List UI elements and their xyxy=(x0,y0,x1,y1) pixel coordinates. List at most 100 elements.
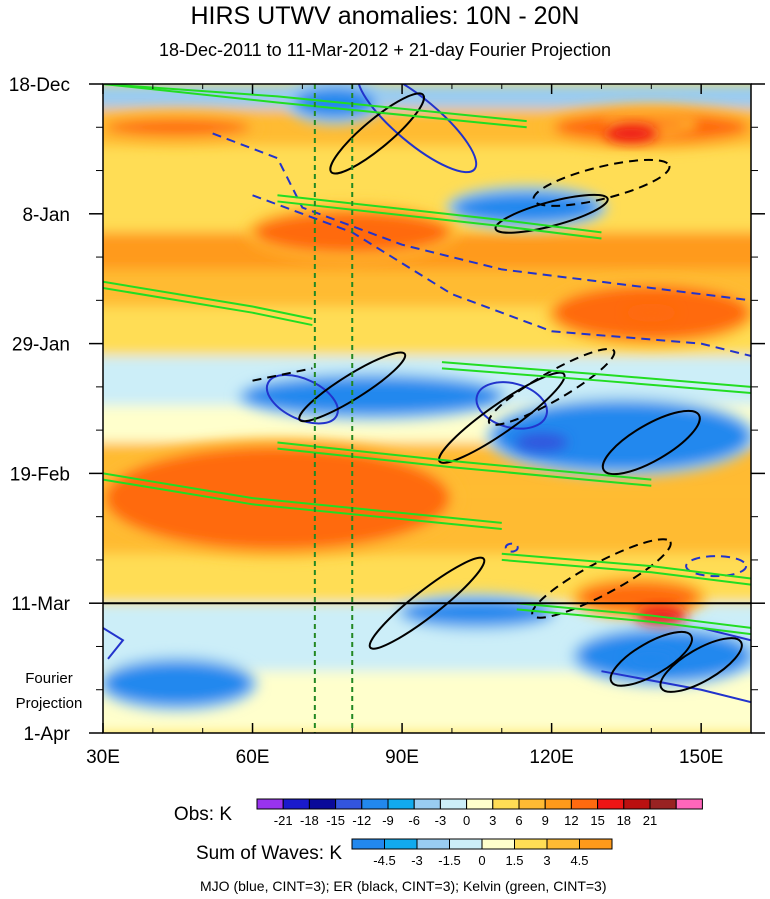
obs-colorbar-level: -21 xyxy=(274,813,293,828)
obs-colorbar-level: -3 xyxy=(435,813,447,828)
mjo-contour xyxy=(212,132,751,302)
waves-colorbar-swatch xyxy=(514,838,548,850)
obs-colorbar-level: 12 xyxy=(564,813,578,828)
y-tick-label: 19-Feb xyxy=(10,464,70,485)
kelvin-contour xyxy=(441,361,751,388)
mjo-contour xyxy=(103,627,125,660)
y-tick-label: 8-Jan xyxy=(22,205,70,226)
anomaly-core-3 xyxy=(625,649,678,668)
waves-colorbar-level: -4.5 xyxy=(373,853,395,868)
anomaly-core-1 xyxy=(635,606,688,625)
chart-title: HIRS UTWV anomalies: 10N - 20N xyxy=(190,2,580,30)
obs-colorbar-level: 9 xyxy=(542,813,549,828)
er-contour xyxy=(437,371,566,464)
er-contour xyxy=(601,409,701,476)
waves-colorbar-swatch xyxy=(384,838,418,850)
kelvin-contour xyxy=(103,286,313,327)
er-contour xyxy=(609,630,693,687)
er-contour xyxy=(252,367,313,382)
obs-colorbar-level: 18 xyxy=(617,813,631,828)
obs-colorbar-swatch xyxy=(597,798,625,810)
obs-colorbar-swatch xyxy=(623,798,651,810)
obs-colorbar-swatch xyxy=(361,798,389,810)
contour-legend: MJO (blue, CINT=3); ER (black, CINT=3); … xyxy=(200,878,607,894)
obs-colorbar-swatch xyxy=(649,798,677,810)
plot-area xyxy=(103,84,751,733)
obs-colorbar-swatch xyxy=(518,798,546,810)
anomaly-core-4 xyxy=(625,303,678,322)
x-tick-label: 150E xyxy=(679,747,723,768)
waves-colorbar-level: -1.5 xyxy=(438,853,460,868)
er-contour xyxy=(368,556,486,650)
obs-colorbar-label: Obs: K xyxy=(173,804,232,825)
obs-colorbar-swatch xyxy=(308,798,337,810)
x-tick-label: 60E xyxy=(236,747,270,768)
waves-colorbar-swatch xyxy=(449,838,483,850)
obs-colorbar-swatch xyxy=(439,798,468,810)
anomaly-pos-1 xyxy=(103,110,259,144)
kelvin-contour xyxy=(277,441,652,481)
waves-colorbar-swatch xyxy=(481,838,515,850)
er-contour xyxy=(487,347,616,426)
kelvin-contour xyxy=(516,602,751,629)
obs-colorbar-swatch xyxy=(413,798,441,810)
obs-colorbar-swatch xyxy=(544,798,572,810)
mjo-contour xyxy=(475,381,548,430)
waves-colorbar-label: Sum of Waves: K xyxy=(195,843,342,864)
waves-colorbar-level: 0 xyxy=(478,853,485,868)
projection-label-line2: Projection xyxy=(15,695,83,712)
er-contour xyxy=(532,158,671,207)
mjo-contour xyxy=(356,84,478,174)
anomaly-pos-9 xyxy=(103,438,458,558)
kelvin-contour xyxy=(277,447,652,487)
obs-colorbar-swatch xyxy=(570,798,599,810)
waves-colorbar-swatch xyxy=(546,838,580,850)
obs-colorbar-level: 3 xyxy=(489,813,496,828)
y-tick-label: 1-Apr xyxy=(24,724,71,745)
kelvin-contour xyxy=(103,478,502,531)
waves-colorbar-swatch xyxy=(416,838,450,850)
waves-colorbar-swatch xyxy=(579,838,613,850)
mjo-contour xyxy=(601,670,751,704)
mjo-contour xyxy=(700,626,751,642)
kelvin-contour xyxy=(516,608,751,636)
kelvin-contour xyxy=(277,200,602,240)
anomaly-neg-13 xyxy=(103,654,259,713)
x-tick-label: 30E xyxy=(86,747,120,768)
axes: 30E 60E 90E 120E 150E 18-Dec 8-Jan 29-Jan 19-Feb… xyxy=(9,75,765,768)
obs-colorbar-swatch xyxy=(256,798,284,810)
y-tick-label: 11-Mar xyxy=(11,594,70,615)
obs-colorbar-level: -18 xyxy=(300,813,319,828)
obs-colorbar-swatch xyxy=(335,798,363,810)
anomaly-neg-11 xyxy=(396,593,558,632)
projection-label-line1: Fourier xyxy=(25,670,73,687)
y-tick-label: 29-Jan xyxy=(12,335,70,356)
mjo-contour xyxy=(252,194,751,357)
obs-colorbar-level: -6 xyxy=(408,813,420,828)
obs-colorbar-level: -12 xyxy=(352,813,371,828)
kelvin-contour xyxy=(103,84,527,123)
er-contour xyxy=(531,538,672,619)
er-contour xyxy=(494,193,609,234)
colorbars: -21 -18 -15 -12 -9 -6 -3 0 3 6 9 12 15 18 21 -4.5 -3 -1.5… xyxy=(256,798,703,868)
kelvin-contour xyxy=(103,472,502,524)
mjo-contour xyxy=(504,542,519,553)
kelvin-contour xyxy=(501,552,751,580)
waves-colorbar-level: 4.5 xyxy=(570,853,588,868)
waves-colorbar-swatch xyxy=(351,838,385,850)
kelvin-contour xyxy=(103,280,313,320)
obs-colorbar-level: -9 xyxy=(382,813,394,828)
obs-colorbar-level: 0 xyxy=(463,813,470,828)
waves-colorbar-level: -3 xyxy=(411,853,423,868)
obs-colorbar-swatch xyxy=(492,798,520,810)
er-contour xyxy=(298,351,407,423)
kelvin-contour xyxy=(103,84,527,129)
waves-colorbar-level: 1.5 xyxy=(505,853,523,868)
band-2 xyxy=(103,145,751,183)
obs-colorbar-level: 15 xyxy=(590,813,604,828)
obs-colorbar-level: 21 xyxy=(643,813,657,828)
obs-colorbar-level: -15 xyxy=(326,813,345,828)
kelvin-contour xyxy=(501,558,751,586)
x-tick-label: 90E xyxy=(385,747,419,768)
obs-colorbar-swatch xyxy=(387,798,415,810)
